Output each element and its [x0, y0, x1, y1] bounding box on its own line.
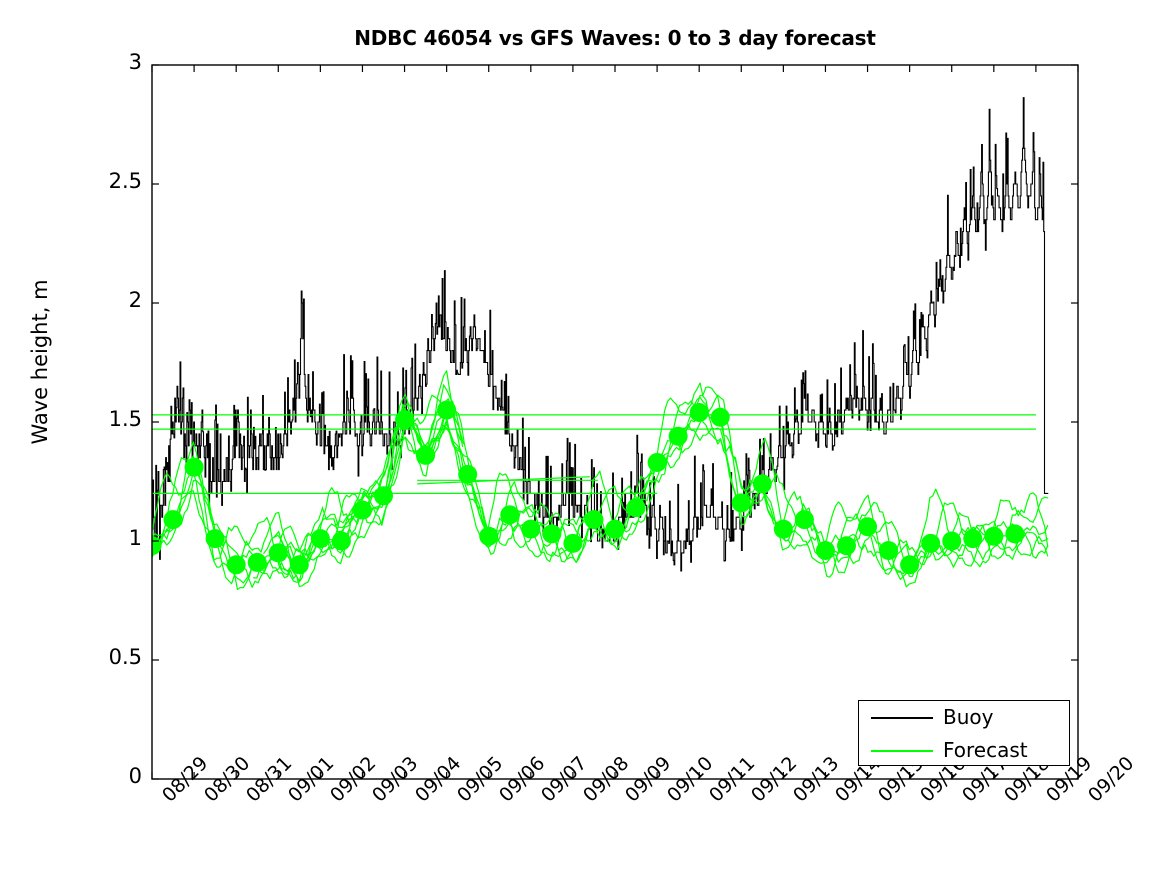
legend-swatch-forecast [871, 750, 933, 752]
legend-swatch-buoy [871, 717, 933, 719]
chart-legend: Buoy Forecast [858, 700, 1070, 766]
legend-label-buoy: Buoy [943, 705, 994, 729]
legend-label-forecast: Forecast [943, 738, 1028, 762]
y-tick-label: 1 [128, 526, 142, 550]
y-tick-label: 0.5 [108, 645, 142, 669]
y-tick-label: 0 [128, 764, 142, 788]
legend-item-forecast: Forecast [859, 734, 1069, 767]
y-tick-label: 2.5 [108, 169, 142, 193]
legend-item-buoy: Buoy [859, 701, 1069, 734]
y-tick-label: 3 [128, 50, 142, 74]
y-tick-label: 1.5 [108, 407, 142, 431]
page-title: NDBC 46054 vs GFS Waves: 0 to 3 day fore… [354, 26, 876, 50]
y-tick-label: 2 [128, 288, 142, 312]
